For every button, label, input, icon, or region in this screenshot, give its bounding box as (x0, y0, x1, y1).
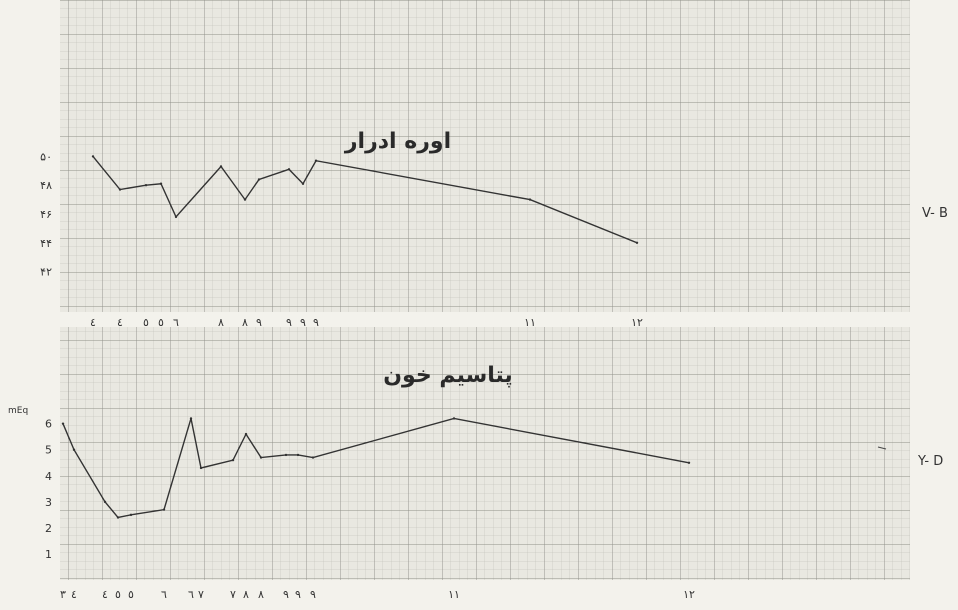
x-tick-label: ٤ (90, 316, 96, 329)
series-line-potassium (62, 417, 690, 519)
x-tick-label: ٨ (218, 316, 224, 329)
x-tick-label: ٤ (102, 588, 108, 601)
x-tick-label: ٩ (286, 316, 292, 329)
x-tick-label: ١٢ (683, 588, 695, 601)
x-tick-label: ٩ (300, 316, 306, 329)
x-tick-label: ١٢ (631, 316, 643, 329)
x-tick-label: ٣ (60, 588, 66, 601)
x-axis-ticks-urea: ٤ ٤ ٥ ٥ ٦ ٨ ٨ ٩ ٩ ٩ ٩ ١١ ١٢ (90, 316, 643, 329)
x-tick-label: ٦ (161, 588, 167, 601)
x-tick-label: ٦ (188, 588, 194, 601)
side-label-urea: V- B (922, 206, 948, 221)
y-tick-label: 6 (45, 418, 52, 431)
x-tick-label: ٥ (115, 588, 121, 601)
side-label-tick (877, 446, 887, 450)
grid-coarse-potassium (60, 327, 910, 580)
x-tick-label: ٨ (258, 588, 264, 601)
x-tick-label: ١١ (524, 316, 536, 329)
x-tick-label: ٨ (243, 588, 249, 601)
x-tick-label: ٩ (283, 588, 289, 601)
y-tick-label: 4 (45, 470, 52, 483)
y-axis-ticks-potassium: 1 2 3 4 5 6 (45, 418, 52, 561)
y-tick-label: ۵۰ (40, 150, 52, 163)
x-tick-label: ٦ (173, 316, 179, 329)
y-tick-label: 3 (45, 496, 52, 509)
x-axis-ticks-potassium: ٣ ٤ ٤ ٥ ٥ ٦ ٦ ٧ ٧ ٨ ٨ ٩ ٩ ٩ ١١ ١٢ (60, 588, 695, 601)
x-tick-label: ٧ (230, 588, 236, 601)
x-tick-label: ٩ (295, 588, 301, 601)
y-tick-label: 5 (45, 444, 52, 457)
x-tick-label: ٨ (242, 316, 248, 329)
chart-title-potassium: پتاسیم خون (383, 363, 512, 388)
x-tick-label: ٥ (158, 316, 164, 329)
x-tick-label: ٩ (310, 588, 316, 601)
grid-coarse-urea (60, 0, 910, 312)
x-tick-label: ١١ (448, 588, 460, 601)
x-tick-label: ٩ (256, 316, 262, 329)
x-tick-label: ٧ (198, 588, 204, 601)
side-label-potassium: Y- D (918, 454, 944, 469)
y-tick-label: 1 (45, 548, 52, 561)
x-tick-label: ٩ (313, 316, 319, 329)
y-axis-ticks-urea: ۴۲ ۴۴ ۴۶ ۴۸ ۵۰ (40, 150, 52, 278)
y-tick-label: ۴۴ (40, 237, 52, 250)
series-line-urea (92, 155, 638, 244)
x-tick-label: ٤ (71, 588, 77, 601)
y-axis-unit-potassium: mEq (8, 406, 28, 416)
x-tick-label: ٤ (117, 316, 123, 329)
y-tick-label: ۴۸ (40, 179, 52, 192)
x-tick-label: ٥ (143, 316, 149, 329)
x-tick-label: ٥ (128, 588, 134, 601)
y-tick-label: ۴۶ (40, 208, 52, 221)
chart-title-urea: اوره ادرار (344, 129, 451, 154)
y-tick-label: 2 (45, 522, 52, 535)
y-tick-label: ۴۲ (40, 266, 52, 279)
